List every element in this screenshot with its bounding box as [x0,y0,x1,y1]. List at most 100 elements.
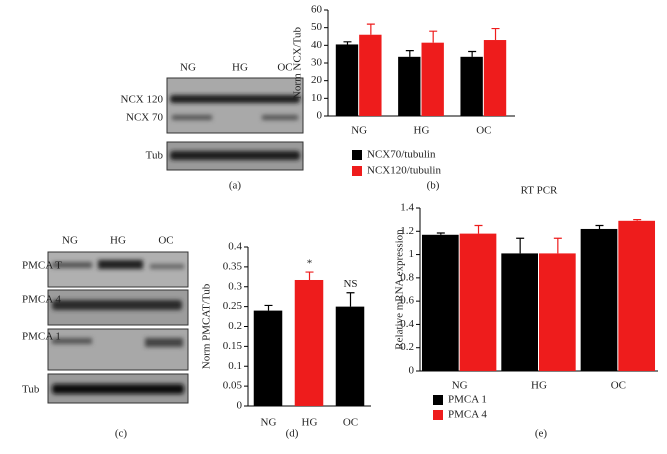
blot-membrane [47,251,189,288]
x-tick-label: NG [261,417,277,429]
panel-label: (e) [535,428,548,440]
x-tick-label: OC [476,125,491,137]
y-tick-label: 1.2 [400,225,414,237]
bands [170,95,300,120]
legend-swatch [433,410,443,420]
legend-label: NCX120/tubulin [367,165,441,177]
y-tick-label: 0.15 [223,340,243,352]
error-bar [343,41,352,45]
bar [421,42,444,116]
bar [294,279,324,406]
error-bar [516,237,525,254]
blot-a: NG HG OC NCX 120 NCX 70 Tub (a) [121,62,304,192]
bar [398,56,421,116]
lane-label: HG [110,235,126,247]
blot-membrane [166,77,304,134]
y-tick-label: 0.05 [223,380,243,392]
panel-label: (d) [286,428,299,440]
x-tick-label: HG [531,380,547,392]
panel-label: (b) [427,180,440,192]
y-tick-label: 0.2 [400,341,414,353]
row-label: Tub [22,384,40,396]
error-bar [264,304,273,311]
error-bar [346,292,355,307]
bar [421,234,459,371]
error-bar [633,219,642,221]
x-tick-label: HG [414,125,430,137]
y-tick-label: 0.35 [223,260,243,272]
y-tick-label: 0 [409,365,415,377]
bar [539,253,576,371]
bar [483,40,507,116]
y-tick-label: 30 [311,57,323,69]
bands [52,260,184,394]
annotation: NS [343,278,357,290]
lane-label: HG [232,62,248,74]
y-tick-label: 1 [409,248,415,260]
y-tick-label: 60 [311,4,323,16]
blot-c: NG HG OC PMCA T PMCA 4 PMCA 1 Tub (c) [22,235,189,440]
bar [359,34,382,116]
y-tick-label: 50 [311,21,323,33]
x-tick-label: HG [302,417,318,429]
y-tick-label: 0.2 [228,320,242,332]
error-bar [553,237,562,254]
bar [501,253,538,371]
row-label: PMCA 1 [22,331,61,343]
lane-label: OC [277,62,292,74]
panel-label: (c) [115,428,128,440]
bar [253,310,283,406]
y-tick-label: 0.25 [223,300,243,312]
y-tick-label: 0.4 [228,241,242,253]
error-bar [429,30,438,43]
bar [459,233,497,371]
bar [335,306,365,406]
x-tick-label: OC [611,380,626,392]
row-label: NCX 120 [121,94,164,106]
y-tick-label: 0.8 [400,271,414,283]
y-tick-label: 0 [317,110,323,122]
error-bar [491,27,500,41]
lane-label: OC [158,235,173,247]
y-tick-label: 0.1 [228,360,242,372]
y-tick-label: 10 [311,92,323,104]
bar [618,220,656,371]
error-bar [405,50,414,57]
bar [460,56,483,116]
error-bar [436,232,445,235]
legend-swatch [352,150,362,160]
x-tick-label: OC [343,417,358,429]
error-bar [305,271,314,280]
row-label: Tub [146,150,164,162]
band [170,151,300,160]
y-tick-label: 40 [311,39,323,51]
legend-swatch [433,395,443,405]
legend-label: PMCA 1 [448,394,487,406]
lane-label: NG [180,62,196,74]
lane-label: NG [62,235,78,247]
error-bar [468,50,477,57]
y-tick-label: 0.4 [400,318,414,330]
row-label: PMCA T [22,260,62,272]
row-label: NCX 70 [126,112,163,124]
y-tick-label: 0.3 [228,280,242,292]
legend-label: PMCA 4 [448,409,487,421]
x-tick-label: NG [351,125,367,137]
error-bar [595,224,604,229]
bar [580,228,618,371]
y-tick-label: 1.4 [400,202,414,214]
bar [335,44,359,117]
panel-label: (a) [229,180,242,192]
legend-swatch [352,166,362,176]
x-tick-label: NG [452,380,468,392]
blot-membrane [47,328,189,371]
y-tick-label: 0.6 [400,295,414,307]
annotation: * [307,258,313,270]
y-tick-label: 20 [311,74,323,86]
error-bar [474,224,483,234]
y-axis-label: Norm PMCAT/Tub [201,283,213,369]
chart-title: RT PCR [521,185,558,197]
legend-label: NCX70/tubulin [367,149,436,161]
y-tick-label: 0 [237,400,243,412]
